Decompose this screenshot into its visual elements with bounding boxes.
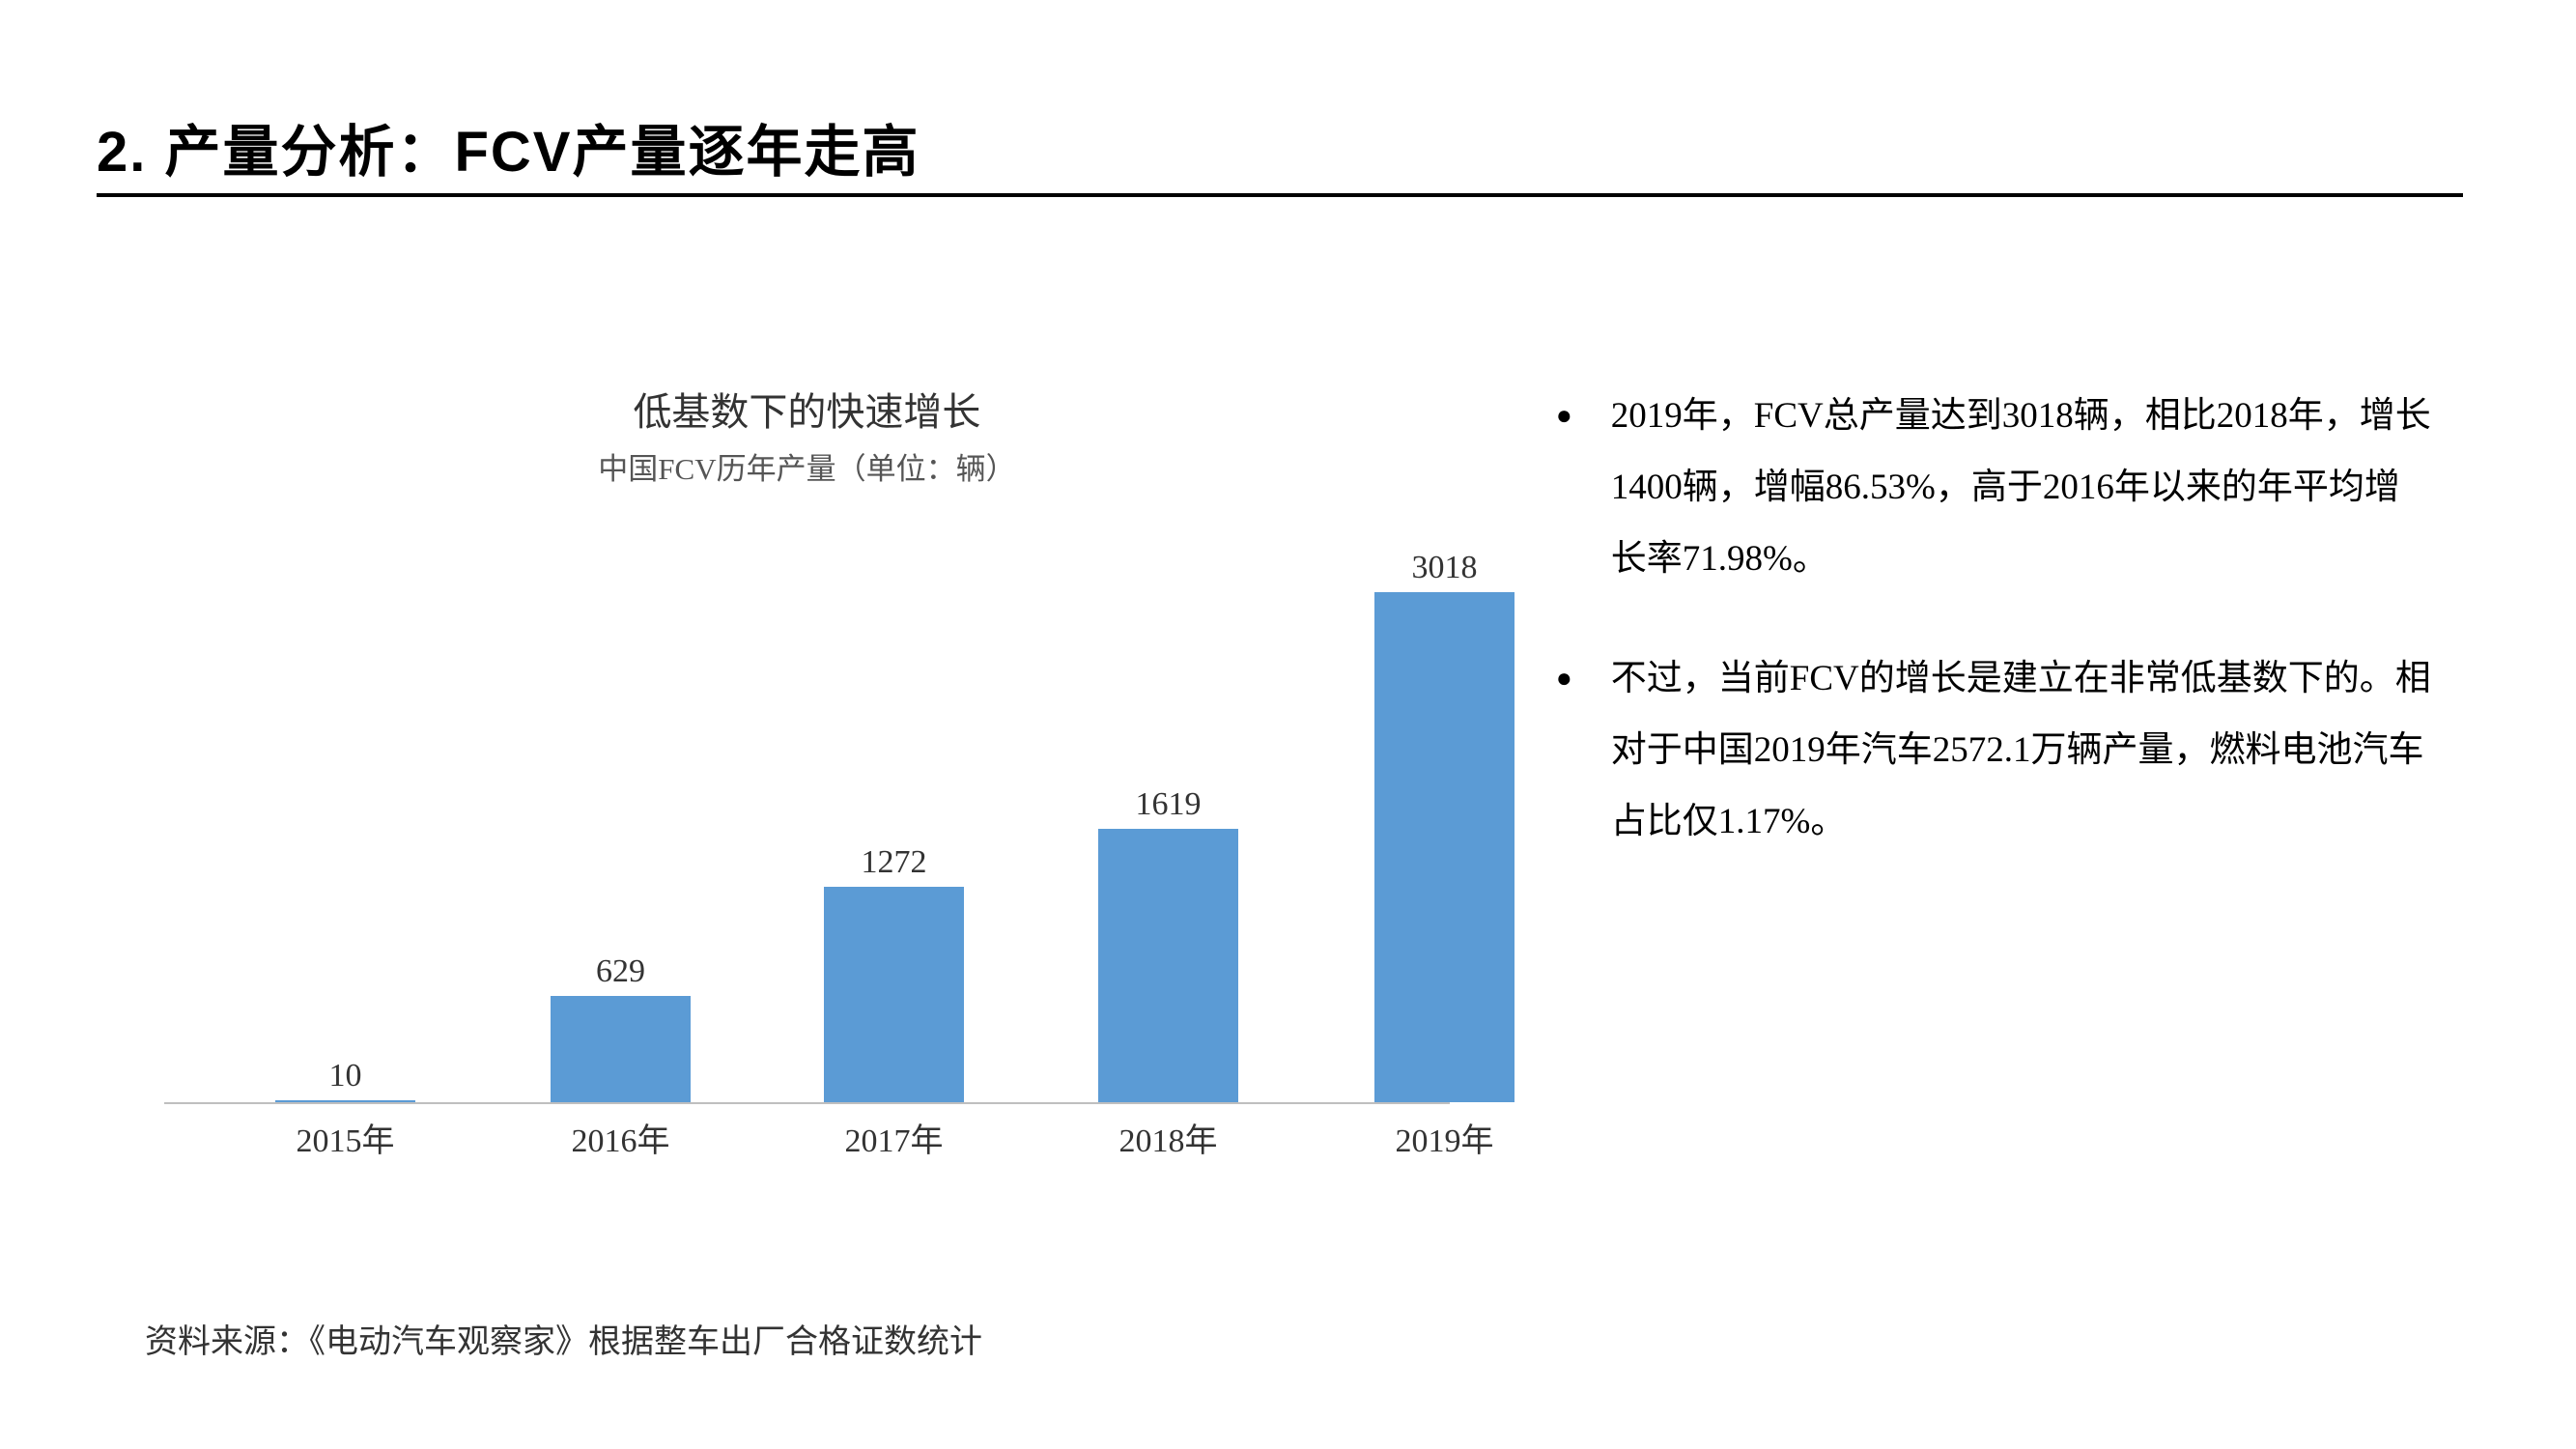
x-axis-label: 2018年 — [1062, 1114, 1275, 1161]
bar-group: 1619 — [1098, 786, 1238, 1102]
bar-value-label: 10 — [329, 1058, 362, 1094]
chart-title: 低基数下的快速增长 — [164, 381, 1450, 437]
bar-rect — [824, 887, 964, 1102]
bar-rect — [551, 996, 691, 1102]
bullet-item: ● 2019年，FCV总产量达到3018辆，相比2018年，增长1400辆，增幅… — [1556, 381, 2431, 595]
chart-plot-area: 10629127216193018 — [164, 515, 1450, 1104]
bullet-dot-icon: ● — [1556, 381, 1572, 595]
bar-value-label: 3018 — [1412, 550, 1478, 586]
bullet-text: 不过，当前FCV的增长是建立在非常低基数下的。相对于中国2019年汽车2572.… — [1611, 643, 2431, 858]
bar-group: 10 — [275, 1058, 415, 1102]
chart-x-axis: 2015年2016年2017年2018年2019年 — [164, 1114, 1450, 1172]
title-underline — [97, 193, 2463, 197]
bullet-text: 2019年，FCV总产量达到3018辆，相比2018年，增长1400辆，增幅86… — [1611, 381, 2431, 595]
chart-subtitle: 中国FCV历年产量（单位：辆） — [164, 444, 1450, 488]
chart-container: 低基数下的快速增长 中国FCV历年产量（单位：辆） 10629127216193… — [97, 381, 1450, 1172]
bar-group: 3018 — [1374, 550, 1514, 1102]
bullet-item: ● 不过，当前FCV的增长是建立在非常低基数下的。相对于中国2019年汽车257… — [1556, 643, 2431, 858]
bullet-dot-icon: ● — [1556, 643, 1572, 858]
bullet-list: ● 2019年，FCV总产量达到3018辆，相比2018年，增长1400辆，增幅… — [1556, 381, 2431, 1172]
source-text: 资料来源：《电动汽车观察家》根据整车出厂合格证数统计 — [145, 1315, 982, 1362]
bar-value-label: 629 — [596, 953, 645, 990]
content-row: 低基数下的快速增长 中国FCV历年产量（单位：辆） 10 629 1272 1619 3… — [97, 381, 2431, 1172]
bar-group: 1272 — [824, 844, 964, 1102]
bar-value-label: 1619 — [1136, 786, 1202, 823]
x-axis-label: 2016年 — [515, 1114, 727, 1161]
bar-rect — [1098, 829, 1238, 1102]
bar-rect — [275, 1100, 415, 1102]
bar-value-label: 1272 — [862, 844, 927, 881]
bar-group: 629 — [551, 953, 691, 1102]
page-title: 2. 产量分析：FCV产量逐年走高 — [97, 106, 2431, 187]
x-axis-label: 2019年 — [1339, 1114, 1551, 1161]
bar-rect — [1374, 592, 1514, 1102]
x-axis-label: 2017年 — [788, 1114, 1001, 1161]
x-axis-label: 2015年 — [240, 1114, 452, 1161]
